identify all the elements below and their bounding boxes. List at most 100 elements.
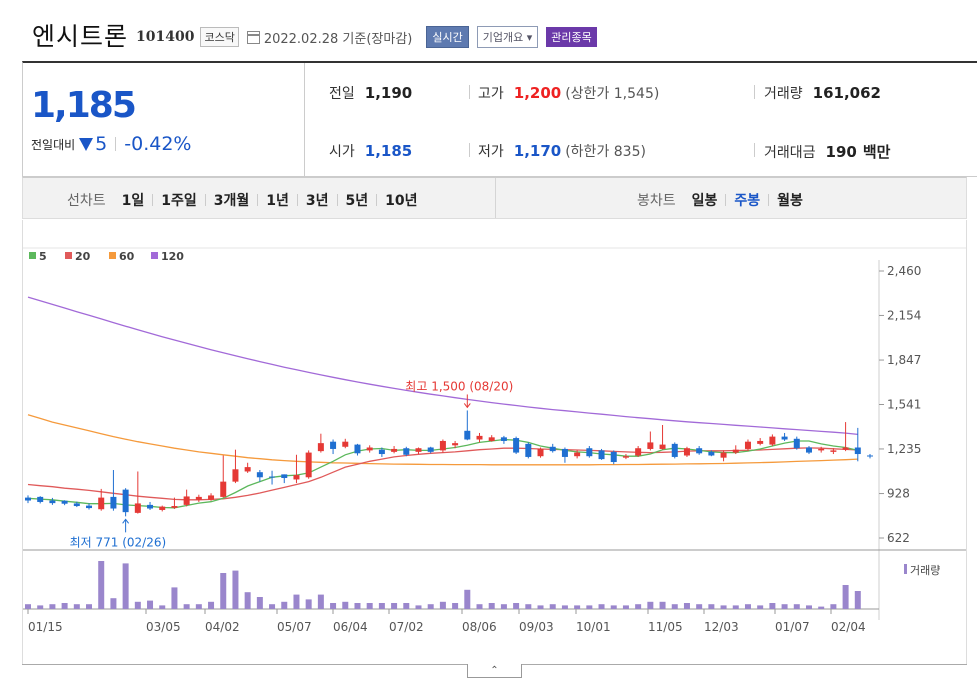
divider <box>754 85 755 99</box>
y-tick-label: 2,154 <box>887 308 921 322</box>
prev-close-value: 1,190 <box>364 84 413 102</box>
candle-body <box>696 448 703 454</box>
realtime-button[interactable]: 실시간 <box>426 26 469 48</box>
candle-body <box>452 443 459 446</box>
volume-bar <box>671 604 678 609</box>
ma20-line <box>27 447 858 501</box>
candle-body <box>854 447 861 455</box>
candle-body <box>818 448 825 451</box>
chart-area: 2,460 2,154 1,847 1,541 1,235 928 622 5 20 60 120 최… <box>22 220 967 665</box>
volume-bar <box>220 573 227 609</box>
volume-bar <box>744 604 751 609</box>
candle-body <box>842 447 849 450</box>
candle-body <box>805 447 812 453</box>
volume-bar <box>635 604 642 609</box>
amount-unit: 백만 <box>862 143 891 161</box>
high-arrow-head <box>463 403 471 409</box>
period-5y[interactable]: 5년 <box>345 193 369 209</box>
legend-swatch <box>65 252 72 259</box>
volume-bar <box>598 604 605 609</box>
upper-limit: (상한가 1,545) <box>565 86 660 102</box>
divider <box>469 85 470 99</box>
volume-bar <box>37 605 44 609</box>
candle-body <box>610 451 617 463</box>
amount-label: 거래대금 <box>764 145 816 161</box>
volume-bar <box>781 604 788 609</box>
y-tick-label: 928 <box>887 487 910 501</box>
volume-bar <box>183 604 190 609</box>
chevron-down-icon: ▾ <box>523 31 533 44</box>
candle-body <box>732 449 739 453</box>
volume-bar <box>622 605 629 609</box>
low-price: 저가 1,170 (하한가 835) <box>478 141 646 161</box>
candle-body <box>537 448 544 457</box>
market-badge: 코스닥 <box>200 27 239 47</box>
volume-bar <box>378 603 385 609</box>
high-value: 1,200 <box>513 84 562 102</box>
period-1d[interactable]: 1일 <box>121 193 145 209</box>
volume-bar <box>317 594 324 609</box>
price-cell: 1,185 전일대비 5 -0.42% <box>23 63 305 176</box>
volume-bar <box>25 604 31 609</box>
candle-body <box>500 437 507 441</box>
volume-bar <box>244 592 251 609</box>
legend-label: 60 <box>119 250 135 263</box>
x-tick-label: 05/07 <box>277 620 312 634</box>
company-overview-label: 기업개요 <box>482 31 524 44</box>
volume-bar <box>73 604 80 609</box>
period-3m[interactable]: 3개월 <box>213 193 250 209</box>
prev-close: 전일 1,190 <box>329 83 412 103</box>
x-tick-label: 02/04 <box>831 620 866 634</box>
x-tick-label: 03/05 <box>146 620 181 634</box>
period-1y[interactable]: 1년 <box>266 193 289 209</box>
candle-body <box>98 497 105 510</box>
ma120-line <box>27 296 858 436</box>
candle-body <box>37 496 44 502</box>
divider <box>336 194 338 206</box>
company-overview-button[interactable]: 기업개요 ▾ <box>476 26 539 48</box>
x-tick-label: 01/15 <box>28 620 63 634</box>
candle-daily[interactable]: 일봉 <box>691 193 718 209</box>
period-3y[interactable]: 3년 <box>305 193 329 209</box>
volume-bar <box>159 605 166 609</box>
candle-body <box>793 438 800 449</box>
candle-body <box>415 448 422 452</box>
period-10y[interactable]: 10년 <box>385 193 418 209</box>
candle-body <box>683 448 690 456</box>
managed-stock-button[interactable]: 관리종목 <box>546 27 597 47</box>
candle-weekly[interactable]: 주봉 <box>734 193 761 209</box>
y-tick-label: 2,460 <box>887 264 921 278</box>
y-tick-label: 1,847 <box>887 353 921 367</box>
volume-bar <box>561 605 568 609</box>
candle-body <box>391 448 398 452</box>
period-1w[interactable]: 1주일 <box>161 193 197 209</box>
candle-body <box>708 451 715 456</box>
low-value: 1,170 <box>513 142 562 160</box>
candle-body <box>598 450 605 460</box>
candle-body <box>403 448 410 455</box>
volume-bar <box>647 601 654 609</box>
low-label: 저가 <box>478 144 504 160</box>
volume-bar <box>513 603 520 609</box>
candle-body <box>86 505 93 509</box>
legend-label: 120 <box>161 250 184 263</box>
volume-bar <box>354 603 361 609</box>
candle-monthly[interactable]: 월봉 <box>777 193 803 209</box>
open-value: 1,185 <box>364 142 413 160</box>
amount-value: 190 <box>825 143 857 161</box>
volume-bar <box>98 561 105 609</box>
change-value: 5 <box>95 133 108 155</box>
legend-label: 20 <box>75 250 91 263</box>
volume-bar <box>232 570 239 609</box>
line-chart-label: 선차트 <box>67 193 106 209</box>
x-tick-label: 04/02 <box>205 620 240 634</box>
volume-bar <box>500 604 507 609</box>
candle-body <box>61 500 68 504</box>
high-annotation: 최고 1,500 (08/20) <box>405 379 513 393</box>
volume: 거래량 161,062 <box>764 83 881 103</box>
volume-bar <box>793 604 800 609</box>
volume-bar <box>854 591 861 609</box>
divider <box>376 194 378 206</box>
collapse-button[interactable]: ⌃ <box>467 664 522 678</box>
x-tick-label: 01/07 <box>775 620 810 634</box>
